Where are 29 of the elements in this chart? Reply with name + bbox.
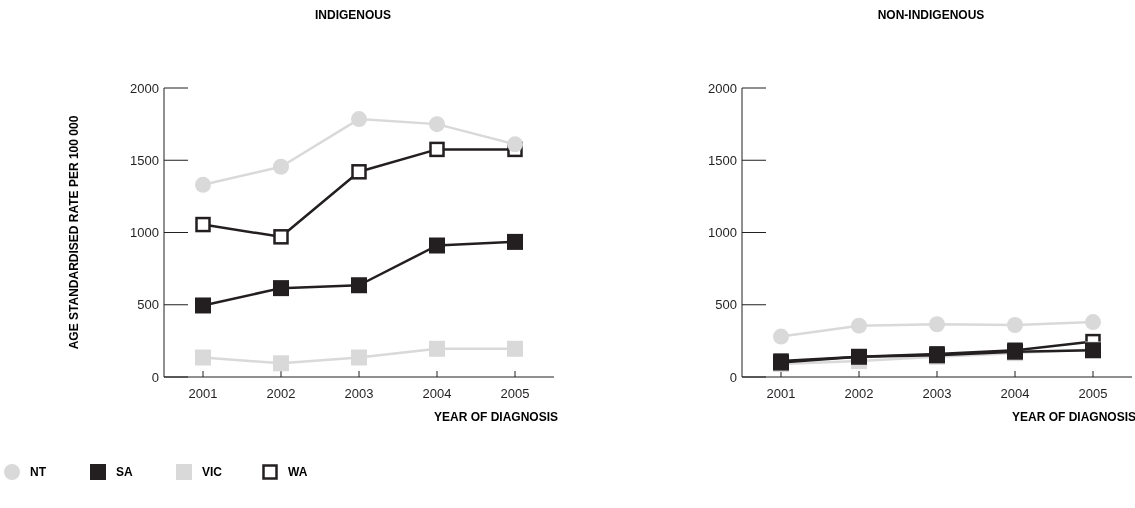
legend-label: VIC (202, 465, 223, 480)
legend-label: SA (116, 465, 133, 480)
y-tick-label: 1000 (130, 225, 159, 241)
x-tick-label: 2001 (766, 386, 796, 401)
y-tick-label: 500 (137, 297, 159, 313)
y-tick-label: 0 (729, 369, 737, 385)
legend-label: WA (288, 465, 308, 480)
x-tick-label: 2002 (266, 386, 296, 401)
x-tick-label: 2002 (844, 386, 874, 401)
y-tick-label: 1000 (708, 225, 737, 241)
y-tick-label: 1500 (130, 152, 159, 168)
y-tick-label: 1500 (708, 152, 737, 168)
chart-title: NON-INDIGENOUS (877, 8, 985, 22)
y-tick-label: 0 (151, 369, 159, 385)
y-axis-title: AGE STANDARDISED RATE PER 100 000 (67, 115, 82, 350)
y-tick-label: 2000 (130, 80, 159, 96)
x-tick-label: 2004 (422, 386, 452, 401)
x-tick-label: 2003 (922, 386, 952, 401)
legend-label: NT (30, 465, 47, 480)
x-tick-label: 2005 (1078, 386, 1108, 401)
y-tick-label: 500 (715, 297, 737, 313)
x-tick-label: 2005 (500, 386, 530, 401)
x-axis-title: YEAR OF DIAGNOSIS (1011, 410, 1135, 424)
x-axis-title: YEAR OF DIAGNOSIS (433, 410, 558, 424)
x-tick-label: 2003 (344, 386, 374, 401)
y-tick-label: 2000 (708, 80, 737, 96)
x-tick-label: 2001 (188, 386, 218, 401)
chart-title: INDIGENOUS (314, 8, 392, 22)
x-tick-label: 2004 (1000, 386, 1030, 401)
